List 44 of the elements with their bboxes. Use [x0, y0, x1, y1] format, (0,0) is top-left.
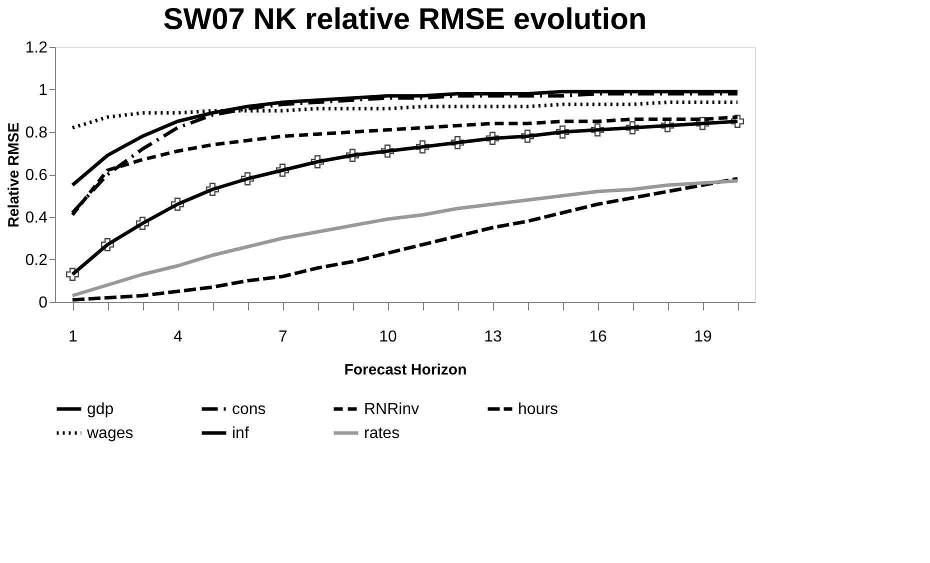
y-tick-label: 0.2 [25, 252, 48, 269]
y-tick-label: 0.8 [25, 124, 48, 142]
point [100, 238, 114, 252]
point [240, 172, 254, 186]
point [626, 121, 640, 134]
point [730, 114, 744, 128]
y-axis-title: Relative RMSE [5, 122, 22, 228]
point [590, 123, 604, 136]
x-tick-label: 1 [68, 328, 78, 346]
x-tick-label: 19 [694, 328, 712, 346]
point [170, 198, 184, 211]
legend-label: wages [86, 425, 134, 442]
point [380, 144, 394, 158]
y-tick-label: 1.2 [25, 40, 48, 56]
legend-label: hours [518, 401, 558, 418]
point [276, 164, 290, 177]
x-tick-label: 13 [484, 328, 502, 346]
legend-label: RNRinv [364, 401, 420, 418]
legend-label: gdp [87, 401, 114, 418]
y-tick-label: 0.4 [25, 210, 48, 226]
point [416, 140, 430, 154]
y-tick-label: 1 [38, 82, 48, 99]
point [520, 130, 534, 143]
legend-label: rates [364, 425, 400, 442]
point [346, 148, 360, 162]
point [66, 268, 80, 281]
chart-title: SW07 NK relative RMSE evolution [163, 3, 647, 36]
point [556, 125, 570, 139]
legend-label: cons [232, 401, 266, 418]
x-tick-label: 16 [589, 328, 607, 346]
y-tick-label: 0 [38, 294, 48, 312]
point [206, 182, 220, 196]
point [136, 216, 150, 230]
point [450, 136, 464, 150]
point [660, 119, 674, 132]
legend-label: inf [232, 425, 250, 442]
y-tick-label: 0.6 [25, 167, 48, 184]
x-tick-label: 10 [379, 328, 397, 346]
x-axis-title: Forecast Horizon [344, 362, 467, 378]
point [696, 116, 710, 130]
x-tick-label: 4 [174, 328, 183, 346]
point [310, 155, 324, 168]
point [486, 132, 500, 145]
x-tick-label: 7 [278, 328, 288, 346]
